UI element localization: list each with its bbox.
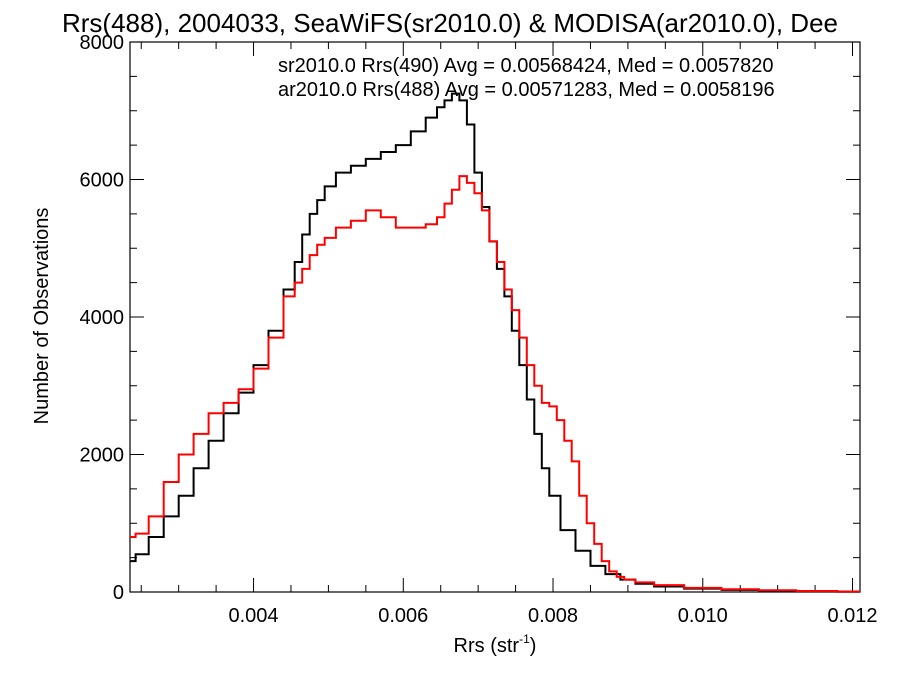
y-axis-label: Number of Observations [31, 208, 53, 425]
x-tick-label: 0.008 [528, 605, 578, 627]
y-tick-label: 6000 [80, 170, 125, 192]
x-tick-label: 0.012 [827, 605, 877, 627]
legend-entry-1: ar2010.0 Rrs(488) Avg = 0.00571283, Med … [278, 79, 775, 101]
x-axis-label-sup: -1 [519, 632, 530, 646]
series-group [130, 92, 860, 593]
y-tick-label: 8000 [80, 32, 125, 54]
x-axis-label-main: Rrs (str [454, 635, 520, 657]
series-line-1 [130, 175, 860, 593]
axis-ticks [130, 41, 860, 593]
x-axis-label: Rrs (str-1) [454, 632, 537, 657]
legend-entry-0: sr2010.0 Rrs(490) Avg = 0.00568424, Med … [278, 55, 774, 77]
y-tick-label: 4000 [80, 307, 125, 329]
x-tick-label: 0.010 [678, 605, 728, 627]
y-tick-label: 0 [113, 582, 124, 604]
chart-title: Rrs(488), 2004033, SeaWiFS(sr2010.0) & M… [62, 8, 838, 38]
x-axis-label-close: ) [530, 635, 537, 657]
axis-tick-labels: 0.004 0.006 0.008 0.010 0.012 0 2000 4000 6000 80… [80, 32, 878, 627]
x-tick-label: 0.004 [229, 605, 279, 627]
x-tick-label: 0.006 [378, 605, 428, 627]
y-tick-label: 2000 [80, 445, 125, 467]
series-line-0 [130, 92, 860, 593]
plot-frame [129, 41, 861, 593]
